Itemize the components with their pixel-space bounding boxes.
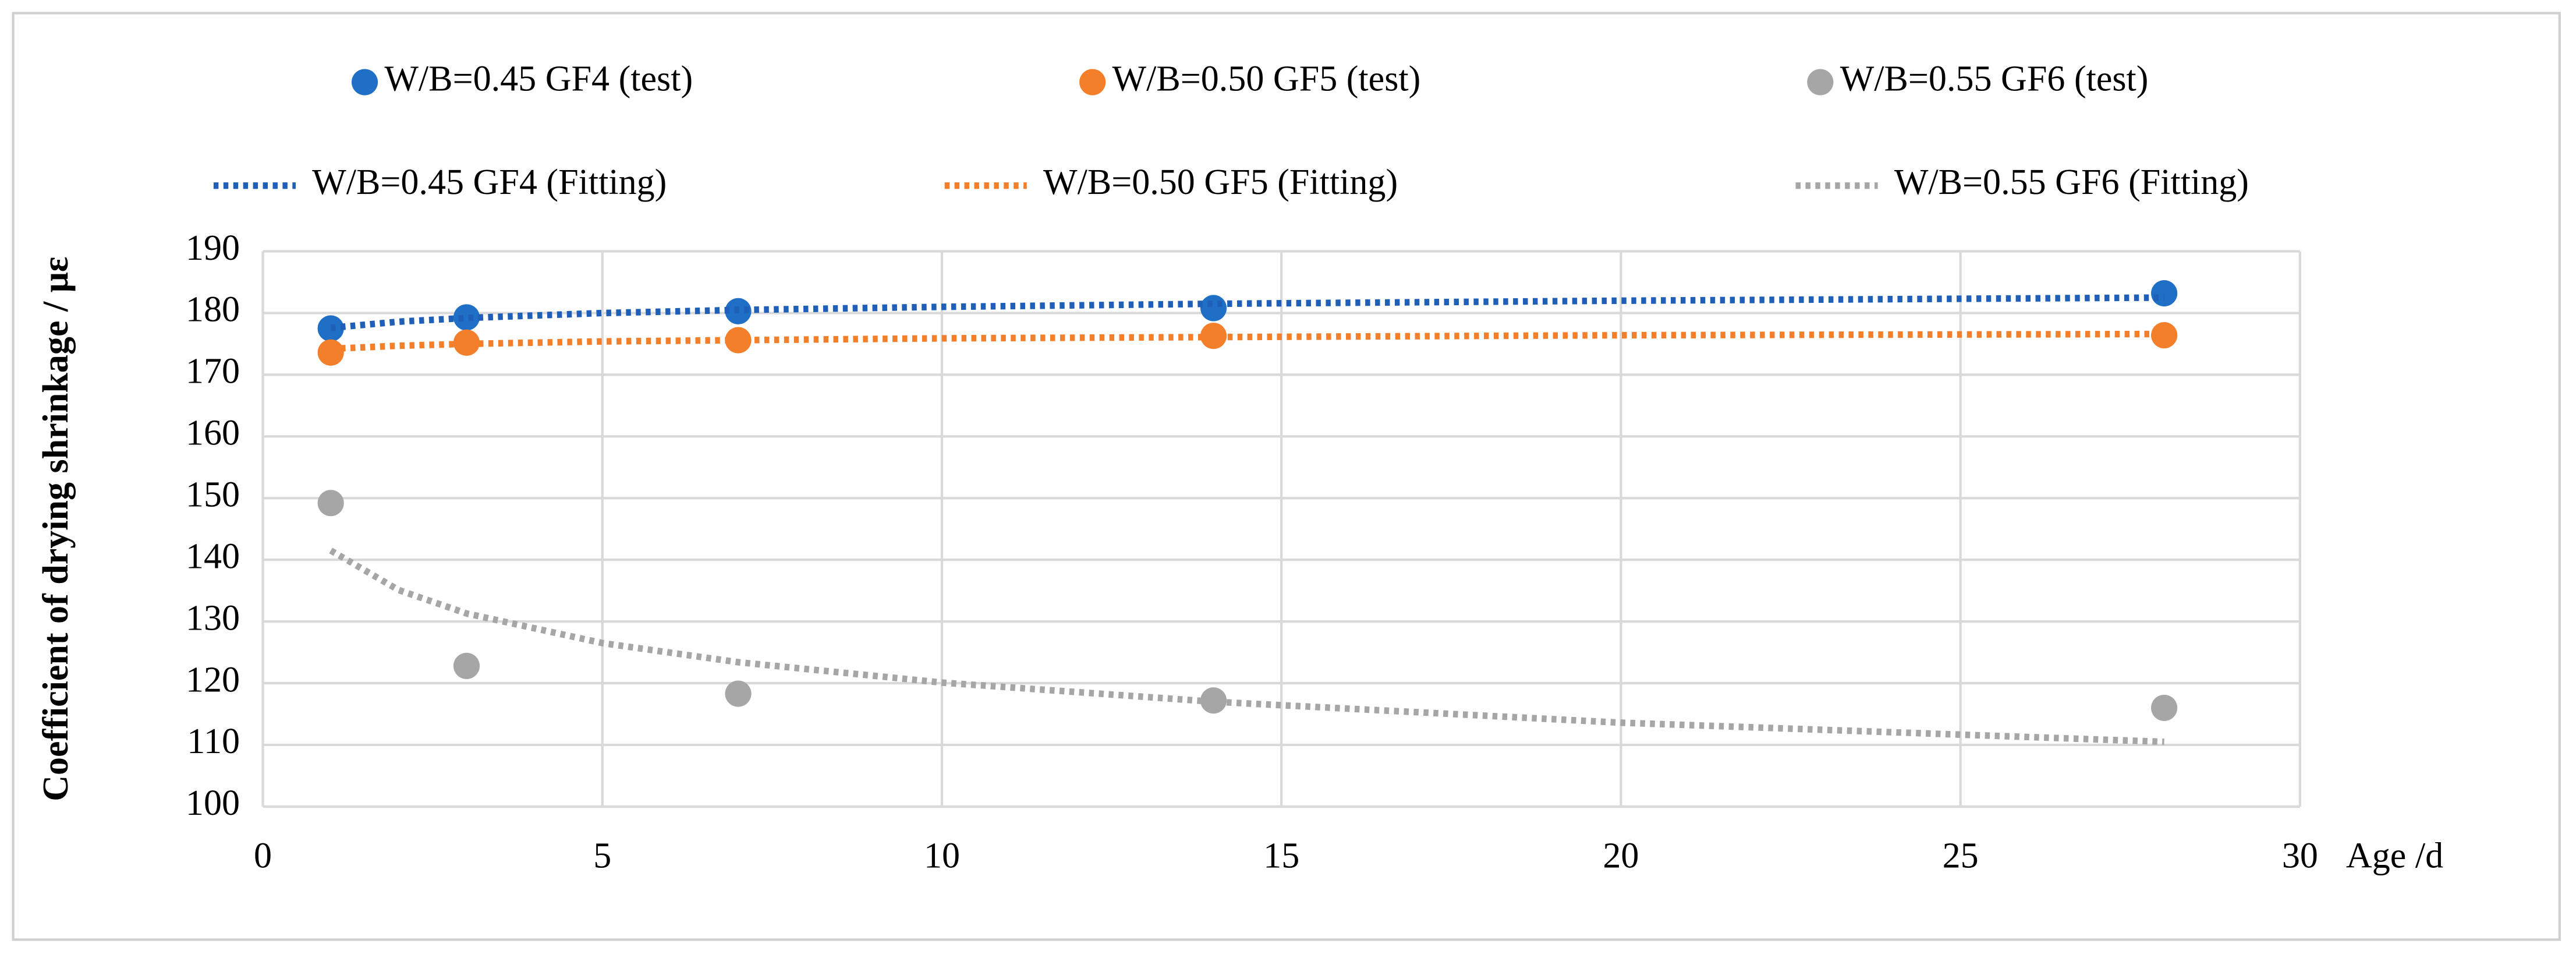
- legend-label: W/B=0.45 GF4 (Fitting): [312, 162, 667, 202]
- y-tick-label: 120: [186, 660, 240, 699]
- x-tick-label: 20: [1603, 836, 1639, 875]
- data-point: [317, 339, 344, 366]
- data-point: [1200, 687, 1227, 714]
- y-tick-label: 170: [186, 352, 240, 391]
- chart-border: [12, 12, 2561, 941]
- data-point: [453, 329, 480, 356]
- y-tick-label: 140: [186, 536, 240, 576]
- x-tick-label: 30: [2282, 836, 2318, 875]
- data-point: [2151, 280, 2178, 307]
- legend-swatch: [1807, 69, 1834, 96]
- data-point: [1200, 295, 1227, 321]
- data-point: [317, 315, 344, 342]
- y-tick-label: 110: [187, 722, 240, 761]
- data-point: [453, 652, 480, 679]
- legend-label: W/B=0.50 GF5 (test): [1112, 59, 1421, 98]
- y-tick-label: 130: [186, 598, 240, 638]
- legend-label: W/B=0.55 GF6 (test): [1840, 59, 2149, 98]
- y-axis-title: Coefficient of drying shrinkage / με: [36, 257, 76, 801]
- legend-label: W/B=0.55 GF6 (Fitting): [1894, 162, 2249, 202]
- y-tick-label: 160: [186, 414, 240, 453]
- y-tick-label: 190: [186, 228, 240, 268]
- x-tick-label: 25: [1943, 836, 1979, 875]
- legend-swatch: [1079, 69, 1106, 96]
- y-tick-label: 100: [186, 783, 240, 823]
- x-tick-label: 0: [254, 836, 272, 875]
- x-axis-title: Age /d: [2346, 836, 2443, 875]
- fit-line: [330, 294, 2164, 331]
- fit-line: [329, 547, 2164, 746]
- y-tick-label: 180: [186, 290, 240, 330]
- fit-line: [330, 330, 2164, 352]
- legend-label: W/B=0.50 GF5 (Fitting): [1043, 162, 1398, 202]
- legend-label: W/B=0.45 GF4 (test): [384, 59, 693, 98]
- x-tick-label: 5: [593, 836, 611, 875]
- data-point: [2151, 694, 2178, 721]
- data-point: [317, 490, 344, 517]
- y-tick-label: 150: [186, 475, 240, 515]
- data-point: [1200, 323, 1227, 349]
- legend-swatch: [351, 69, 378, 96]
- x-tick-label: 15: [1263, 836, 1299, 875]
- data-point: [725, 680, 752, 707]
- data-point: [453, 304, 480, 331]
- x-tick-label: 10: [924, 836, 960, 875]
